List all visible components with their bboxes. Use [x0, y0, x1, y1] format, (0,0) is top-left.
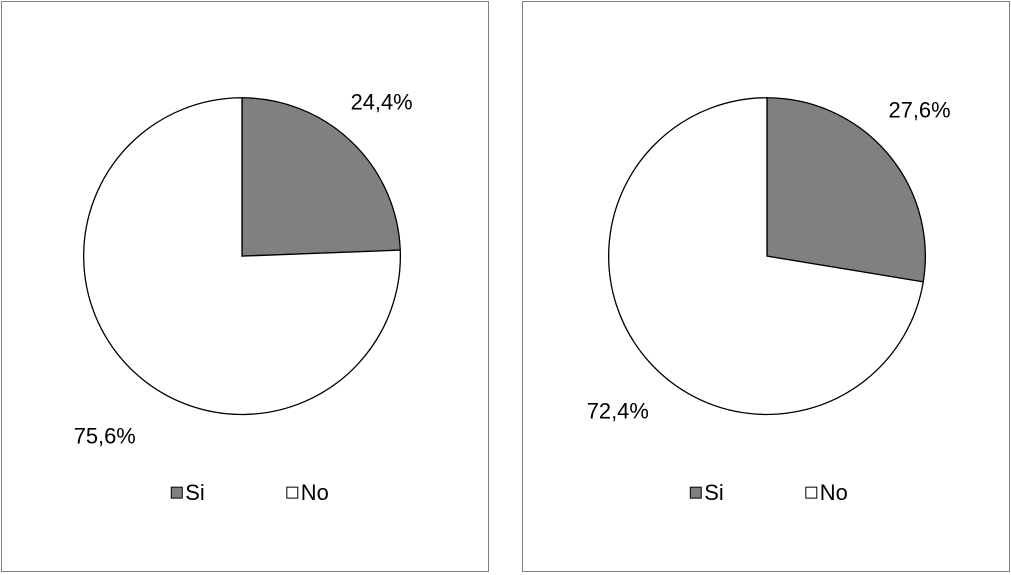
legend-label-si: Si [185, 480, 204, 505]
data-label-si: 24,4% [351, 90, 413, 115]
data-label-no: 72,4% [587, 398, 649, 423]
pie-chart-panel-2: 27,6% 72,4% Si No [522, 1, 1010, 572]
legend-label-no: No [820, 480, 848, 505]
pie-chart-2: 27,6% 72,4% Si No [587, 97, 951, 505]
pie-slice-si [766, 97, 926, 283]
legend-swatch-si [170, 486, 183, 499]
pie-slice-no [83, 97, 401, 416]
legend-label-si: Si [704, 480, 723, 505]
legend-label-no: No [301, 480, 329, 505]
pie-chart-1: 24,4% 75,6% Si No [74, 90, 413, 505]
legend-swatch-si [689, 486, 702, 499]
data-label-si: 27,6% [888, 98, 950, 123]
legend-swatch-no [805, 486, 818, 499]
pie-slice-si [241, 97, 401, 257]
legend-swatch-no [286, 486, 299, 499]
pie-slice-no [608, 97, 924, 416]
pie-chart-panel-1: 24,4% 75,6% Si No [1, 1, 489, 572]
data-label-no: 75,6% [74, 423, 136, 448]
